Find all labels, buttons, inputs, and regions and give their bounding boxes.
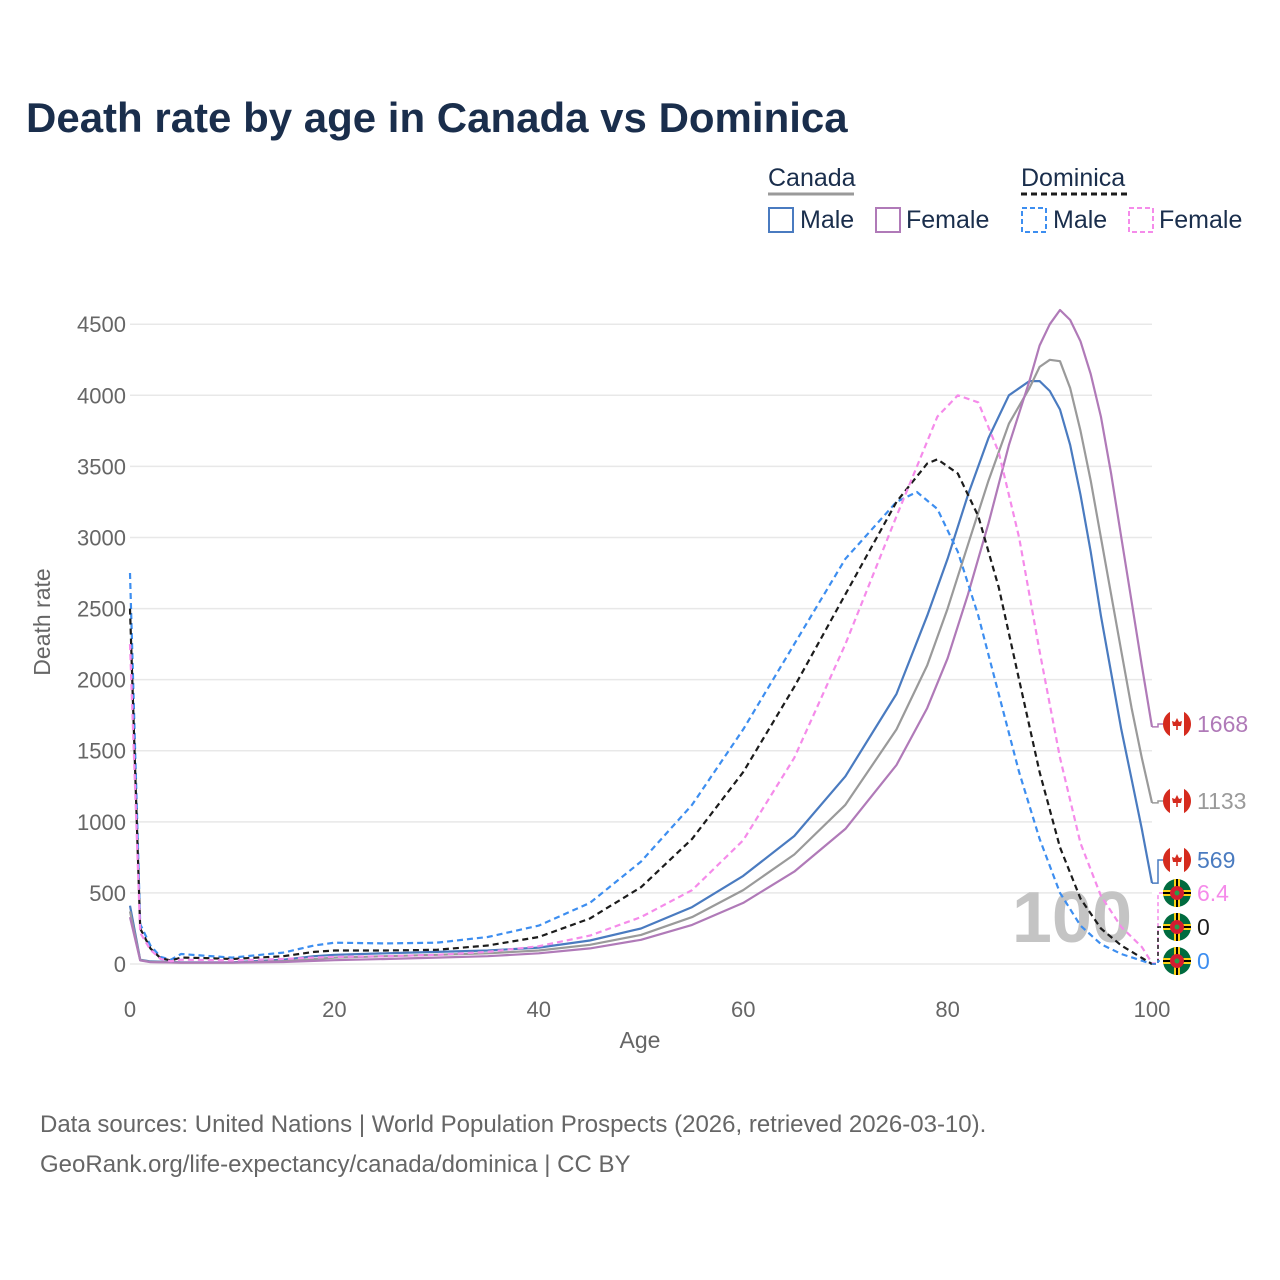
chart-title: Death rate by age in Canada vs Dominica [26, 94, 848, 141]
dominica-flag-icon [1163, 947, 1191, 975]
x-axis-ticks: 0 20 40 60 80 100 [124, 997, 1170, 1022]
end-label-connector [1152, 960, 1163, 965]
y-tick-label: 500 [89, 881, 126, 906]
source-line-2: GeoRank.org/life-expectancy/canada/domin… [40, 1151, 631, 1178]
legend: Canada Dominica Male Female Male Female [768, 164, 1242, 234]
end-label-connector [1152, 892, 1163, 964]
y-tick-label: 1500 [77, 739, 126, 764]
x-tick-label: 0 [124, 997, 136, 1022]
y-tick-label: 4000 [77, 383, 126, 408]
source-line-1: Data sources: United Nations | World Pop… [40, 1111, 986, 1138]
legend-dominica-male-swatch [1021, 207, 1047, 233]
legend-dominica-label: Dominica [1021, 164, 1125, 192]
legend-dominica-female-swatch [1128, 207, 1154, 233]
legend-dominica-male-label: Male [1053, 206, 1107, 234]
legend-canada-label: Canada [768, 164, 856, 192]
legend-canada-male-label: Male [800, 206, 854, 234]
series-line-canada-male [128, 380, 1154, 964]
canada-flag-icon [1163, 787, 1191, 815]
y-axis-ticks: 0 500 1000 1500 2000 2500 3000 3500 4000 4500 [77, 312, 126, 977]
legend-canada-female-label: Female [906, 206, 989, 234]
legend-dominica-female-label: Female [1159, 206, 1242, 234]
end-label-connector [1152, 859, 1163, 884]
end-label-value: 0 [1197, 948, 1210, 974]
x-tick-label: 100 [1134, 997, 1171, 1022]
dominica-flag-icon [1163, 913, 1191, 941]
end-label-value: 1133 [1197, 788, 1246, 814]
series-lines [128, 308, 1154, 966]
series-line-dominica-female [128, 394, 1153, 964]
legend-canada-male-swatch [768, 207, 794, 233]
y-tick-label: 3000 [77, 525, 126, 550]
gridlines [130, 323, 1152, 965]
series-line-canada-female [128, 308, 1154, 964]
y-tick-label: 0 [114, 952, 126, 977]
y-tick-label: 2500 [77, 597, 126, 622]
age-watermark: 100 [1012, 878, 1132, 958]
end-label-connector [1152, 800, 1163, 804]
dominica-flag-icon [1163, 879, 1191, 907]
y-tick-label: 3500 [77, 454, 126, 479]
series-line-dominica-total [128, 458, 1153, 965]
end-label-value: 1668 [1197, 711, 1248, 737]
end-label-value: 569 [1197, 847, 1235, 873]
series-line-dominica-male [128, 490, 1153, 966]
x-tick-label: 80 [935, 997, 959, 1022]
y-axis-label: Death rate [29, 568, 55, 675]
series-line-canada-total [128, 358, 1154, 964]
y-tick-label: 4500 [77, 312, 126, 337]
x-tick-label: 60 [731, 997, 755, 1022]
x-tick-label: 20 [322, 997, 346, 1022]
canada-flag-icon [1163, 710, 1191, 738]
y-tick-label: 1000 [77, 810, 126, 835]
end-labels: 1668 1133 569 6.4 0 0 [1152, 710, 1248, 975]
y-tick-label: 2000 [77, 668, 126, 693]
end-label-value: 6.4 [1197, 880, 1229, 906]
canada-flag-icon [1163, 846, 1191, 874]
legend-canada-female-swatch [875, 207, 901, 233]
x-tick-label: 40 [527, 997, 551, 1022]
x-axis-label: Age [620, 1027, 661, 1053]
end-label-connector [1152, 723, 1163, 728]
end-label-value: 0 [1197, 914, 1210, 940]
